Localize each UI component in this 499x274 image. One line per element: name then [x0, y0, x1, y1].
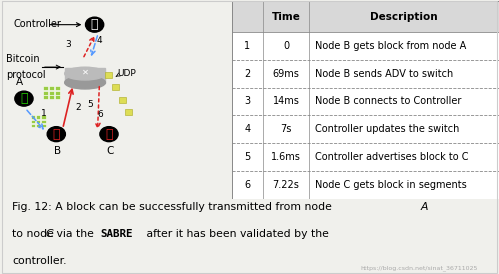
Text: 1.6ms: 1.6ms	[271, 152, 301, 162]
FancyBboxPatch shape	[43, 91, 48, 95]
Text: 5: 5	[244, 152, 250, 162]
Text: ₿: ₿	[52, 128, 60, 141]
Text: SABRE: SABRE	[100, 229, 133, 239]
Text: Time: Time	[271, 12, 300, 22]
FancyBboxPatch shape	[43, 86, 48, 90]
Text: 5: 5	[87, 99, 93, 109]
FancyBboxPatch shape	[31, 124, 35, 127]
Text: Node B connects to Controller: Node B connects to Controller	[315, 96, 461, 106]
FancyBboxPatch shape	[31, 119, 35, 123]
FancyBboxPatch shape	[49, 95, 54, 99]
FancyBboxPatch shape	[43, 95, 48, 99]
FancyBboxPatch shape	[65, 68, 105, 82]
Text: ₿: ₿	[105, 128, 113, 141]
FancyBboxPatch shape	[112, 84, 119, 90]
Text: via the: via the	[53, 229, 98, 239]
FancyBboxPatch shape	[49, 91, 54, 95]
Text: 2: 2	[244, 68, 250, 79]
Text: 6: 6	[98, 110, 103, 119]
FancyBboxPatch shape	[232, 1, 499, 32]
FancyBboxPatch shape	[31, 115, 35, 119]
Text: 3: 3	[65, 40, 71, 49]
Text: ✕: ✕	[81, 68, 88, 77]
Text: 69ms: 69ms	[272, 68, 299, 79]
Text: ₿: ₿	[20, 92, 28, 105]
Text: controller.: controller.	[12, 256, 67, 266]
Text: UDP: UDP	[117, 70, 136, 78]
FancyBboxPatch shape	[41, 119, 45, 123]
FancyBboxPatch shape	[232, 32, 499, 60]
FancyBboxPatch shape	[41, 124, 45, 127]
FancyBboxPatch shape	[119, 97, 126, 102]
FancyBboxPatch shape	[105, 72, 112, 78]
FancyBboxPatch shape	[55, 86, 60, 90]
Text: Node C gets block in segments: Node C gets block in segments	[315, 180, 467, 190]
Circle shape	[100, 127, 118, 142]
FancyBboxPatch shape	[41, 115, 45, 119]
Text: after it has been validated by the: after it has been validated by the	[143, 229, 329, 239]
Text: A: A	[15, 77, 23, 87]
FancyBboxPatch shape	[55, 95, 60, 99]
Text: Bitcoin: Bitcoin	[6, 54, 39, 64]
Text: ₿: ₿	[91, 18, 98, 31]
FancyBboxPatch shape	[232, 87, 499, 115]
Text: 6: 6	[245, 180, 250, 190]
Text: 4: 4	[97, 36, 102, 45]
Text: C: C	[106, 145, 114, 156]
Text: 7s: 7s	[280, 124, 292, 134]
FancyBboxPatch shape	[36, 124, 40, 127]
Text: 1: 1	[41, 109, 47, 118]
Text: 3: 3	[245, 96, 250, 106]
Text: protocol: protocol	[6, 70, 45, 80]
Circle shape	[15, 91, 33, 106]
FancyBboxPatch shape	[36, 115, 40, 119]
Text: to node: to node	[12, 229, 58, 239]
Text: Description: Description	[370, 12, 438, 22]
Text: A: A	[421, 202, 429, 212]
FancyBboxPatch shape	[55, 91, 60, 95]
FancyBboxPatch shape	[49, 86, 54, 90]
Text: Node B gets block from node A: Node B gets block from node A	[315, 41, 466, 51]
FancyBboxPatch shape	[232, 115, 499, 143]
Text: B: B	[54, 145, 61, 156]
FancyBboxPatch shape	[36, 119, 40, 123]
Ellipse shape	[65, 67, 105, 80]
Text: C: C	[45, 229, 53, 239]
Text: Controller advertises block to C: Controller advertises block to C	[315, 152, 468, 162]
FancyBboxPatch shape	[232, 143, 499, 171]
Text: Controller updates the switch: Controller updates the switch	[315, 124, 459, 134]
Text: 1: 1	[245, 41, 250, 51]
Text: 7.22s: 7.22s	[272, 180, 299, 190]
Text: Fig. 12: A block can be successfully transmitted from node: Fig. 12: A block can be successfully tra…	[12, 202, 336, 212]
Circle shape	[47, 127, 65, 142]
Text: Node B sends ADV to switch: Node B sends ADV to switch	[315, 68, 453, 79]
Circle shape	[85, 17, 104, 32]
Text: Controller: Controller	[13, 19, 61, 29]
FancyBboxPatch shape	[232, 171, 499, 199]
Text: 4: 4	[245, 124, 250, 134]
Ellipse shape	[65, 76, 105, 89]
FancyBboxPatch shape	[125, 109, 132, 115]
Text: https://blog.csdn.net/sinat_36711025: https://blog.csdn.net/sinat_36711025	[361, 266, 478, 272]
Text: 14ms: 14ms	[272, 96, 299, 106]
Text: 2: 2	[75, 104, 81, 112]
FancyBboxPatch shape	[232, 60, 499, 87]
Text: 0: 0	[283, 41, 289, 51]
